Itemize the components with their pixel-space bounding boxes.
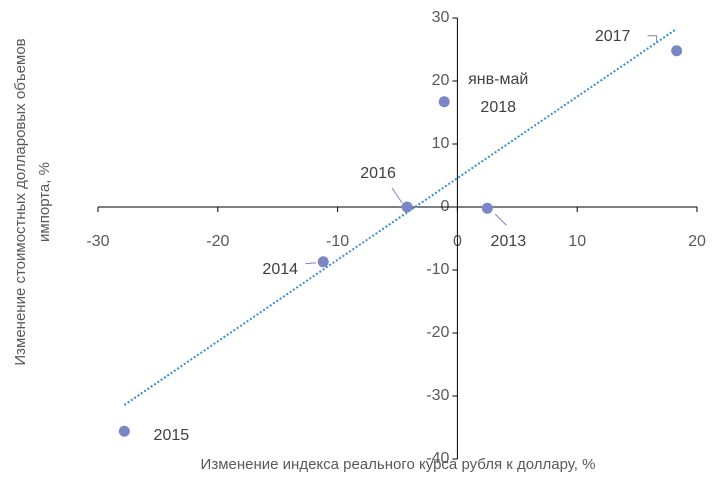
point-label: янв-май 2018 — [468, 70, 529, 116]
y-tick-label: -10 — [426, 261, 449, 278]
point-label: 2015 — [153, 427, 190, 445]
x-tick-label: -30 — [86, 233, 109, 250]
point-label: 2014 — [262, 260, 299, 278]
x-tick-label: 20 — [688, 233, 706, 250]
x-tick-label: -10 — [326, 233, 349, 250]
point — [118, 425, 130, 437]
y-tick-label: 10 — [432, 135, 450, 152]
y-tick-label: -30 — [426, 387, 449, 404]
point-label: 2017 — [594, 27, 631, 45]
point — [401, 201, 413, 213]
x-axis-title: Изменение индекса реального курса рубля … — [200, 456, 596, 473]
x-tick-label: -20 — [206, 233, 229, 250]
y-tick-label: 30 — [432, 9, 450, 26]
x-tick-label: 10 — [568, 233, 586, 250]
leader-line — [494, 213, 507, 226]
point — [438, 96, 450, 108]
leader-line — [391, 187, 403, 204]
point-label: 2016 — [360, 165, 396, 182]
leader-line — [647, 35, 658, 43]
trendline — [123, 28, 678, 406]
point — [317, 256, 329, 268]
leader-line — [305, 262, 317, 265]
point — [671, 45, 683, 57]
y-tick-label: -40 — [426, 450, 449, 467]
point — [481, 202, 493, 214]
point-label: 2013 — [490, 233, 527, 251]
y-tick-label: -20 — [426, 324, 449, 341]
y-tick-label: 20 — [432, 72, 450, 89]
y-axis-title: Изменение стоимостных долларовых объемов… — [12, 38, 53, 366]
